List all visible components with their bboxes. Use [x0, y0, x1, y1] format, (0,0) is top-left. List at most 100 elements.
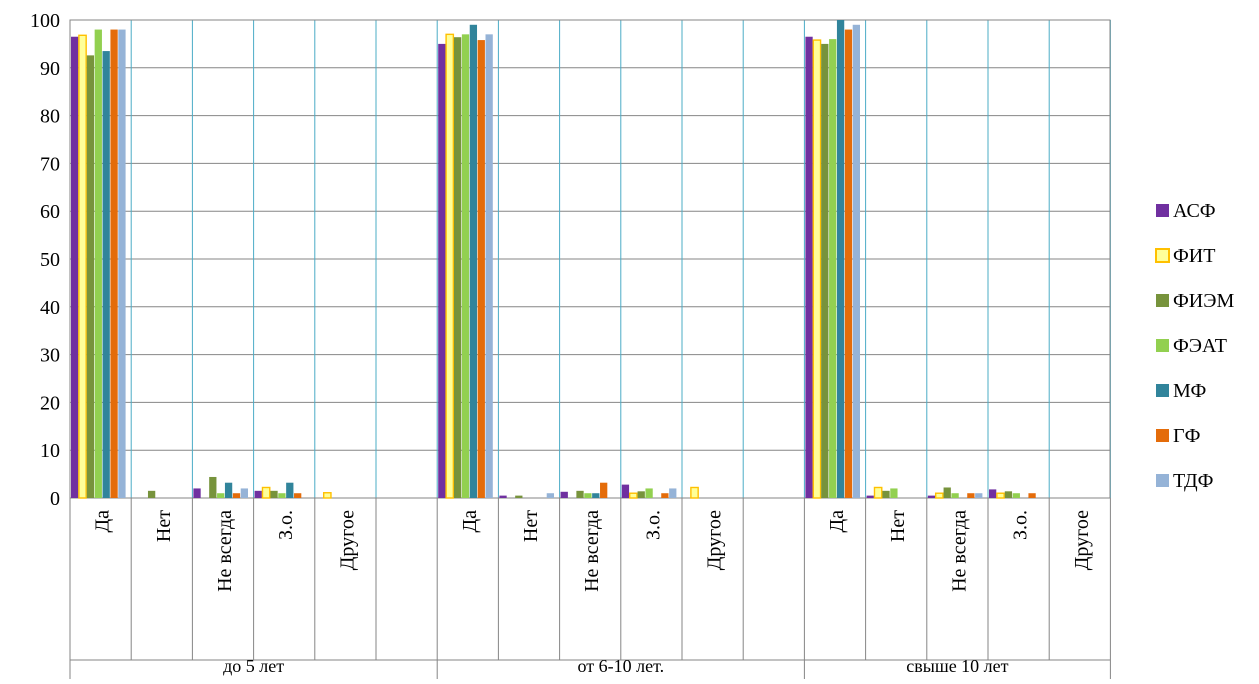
legend-label: МФ [1173, 380, 1206, 402]
bar-ТДФ [669, 488, 677, 498]
bar-ТДФ [546, 493, 554, 498]
bar-ФИЭМ [270, 490, 278, 498]
x-category-label: Не всегда [948, 510, 970, 592]
bar-ФИТ [628, 492, 638, 499]
x-category-label: Нет [153, 510, 175, 542]
bar-ФИЭМ [637, 491, 645, 498]
bar-ГФ [1028, 493, 1036, 498]
y-tick-label: 0 [50, 488, 60, 510]
y-tick-label: 100 [30, 10, 60, 32]
bar-ФЭАТ [278, 493, 286, 498]
bar-АСФ [193, 488, 201, 498]
x-category-label: Другое [336, 510, 358, 570]
x-category-label: Не всегда [581, 510, 603, 592]
bar-ФИЭМ [882, 490, 890, 498]
bar-МФ [102, 51, 110, 498]
bar-АСФ [499, 495, 507, 498]
x-group-label: до 5 лет [223, 656, 284, 676]
bar-ФИТ [996, 492, 1005, 499]
legend-label: ТДФ [1173, 470, 1213, 492]
legend-label: ФЭАТ [1173, 335, 1227, 357]
bar-ФИЭМ [821, 43, 829, 499]
bar-ГФ [110, 29, 118, 499]
bar-АСФ [560, 491, 568, 498]
bar-ФИТ [873, 486, 883, 499]
y-tick-label: 90 [40, 58, 60, 80]
bar-АСФ [71, 36, 79, 498]
x-category-label: Другое [1071, 510, 1093, 570]
bar-ФИЭМ [86, 55, 95, 498]
bar-ГФ [844, 29, 853, 499]
legend-swatch [1156, 339, 1169, 352]
bar-ФЭАТ [890, 488, 898, 498]
bar-ТДФ [240, 488, 248, 498]
bar-ФЭАТ [584, 493, 592, 498]
bar-ФИЭМ [147, 490, 156, 498]
bar-ГФ [967, 493, 975, 498]
x-category-label: З.о. [275, 510, 297, 540]
bar-ТДФ [975, 493, 983, 498]
bar-ФИТ [261, 486, 271, 499]
bar-ФИЭМ [943, 487, 951, 498]
x-category-label: Другое [704, 510, 726, 570]
bar-ФЭАТ [951, 493, 959, 498]
bar-ГФ [294, 493, 302, 498]
bar-ГФ [600, 482, 608, 498]
x-category-label: Нет [887, 510, 909, 542]
legend-swatch [1155, 248, 1170, 263]
legend-label: АСФ [1173, 200, 1216, 222]
bar-ФИТ [78, 34, 87, 499]
bar-МФ [286, 482, 294, 498]
bar-ФИЭМ [209, 476, 217, 498]
bar-ФИЭМ [1004, 491, 1013, 498]
legend: АСФ ФИТ ФИЭМ ФЭАТ МФ ГФ ТДФ [1155, 200, 1234, 492]
x-category-label: З.о. [1010, 510, 1032, 540]
bar-ФЭАТ [461, 34, 470, 499]
y-tick-label: 50 [40, 249, 60, 271]
legend-label: ФИЭМ [1173, 290, 1234, 312]
bar-ФИЭМ [453, 37, 462, 498]
legend-label: ГФ [1173, 425, 1200, 447]
bar-ФИТ [690, 486, 699, 499]
y-tick-label: 30 [40, 345, 60, 367]
bar-МФ [836, 20, 845, 498]
bar-АСФ [866, 495, 874, 498]
legend-swatch [1156, 204, 1169, 217]
x-category-label: Да [92, 510, 114, 533]
bar-ФИЭМ [576, 490, 584, 498]
x-category-label: З.о. [642, 510, 664, 540]
bars-layer [71, 20, 1036, 499]
bar-ФИТ [322, 492, 332, 499]
legend-swatch [1156, 294, 1169, 307]
bar-МФ [469, 24, 478, 499]
x-category-label: Нет [520, 510, 542, 542]
y-tick-label: 70 [40, 153, 60, 175]
bar-ФИТ [445, 33, 455, 499]
legend-swatch [1156, 474, 1169, 487]
legend-label: ФИТ [1173, 245, 1215, 267]
x-category-label: Не всегда [214, 510, 236, 592]
bar-ФЭАТ [217, 493, 225, 498]
bar-АСФ [989, 489, 997, 498]
bar-МФ [224, 482, 233, 498]
bar-ГФ [477, 40, 485, 499]
y-tick-label: 80 [40, 106, 60, 128]
x-category-label: Да [459, 510, 481, 533]
bar-ТДФ [118, 29, 126, 499]
bar-ГФ [232, 493, 241, 498]
bar-ФИТ [812, 39, 822, 499]
bar-ФИЭМ [515, 495, 523, 498]
bar-АСФ [927, 495, 936, 498]
y-tick-label: 60 [40, 201, 60, 223]
bar-АСФ [254, 490, 262, 498]
y-tick-label: 20 [40, 392, 60, 414]
bar-ФЭАТ [829, 39, 837, 499]
bar-ТДФ [485, 34, 493, 499]
bar-АСФ [438, 43, 446, 499]
bar-ТДФ [852, 24, 860, 499]
bar-ФЭАТ [1012, 493, 1020, 498]
x-group-label: от 6-10 лет. [577, 656, 664, 676]
bar-АСФ [805, 36, 813, 498]
